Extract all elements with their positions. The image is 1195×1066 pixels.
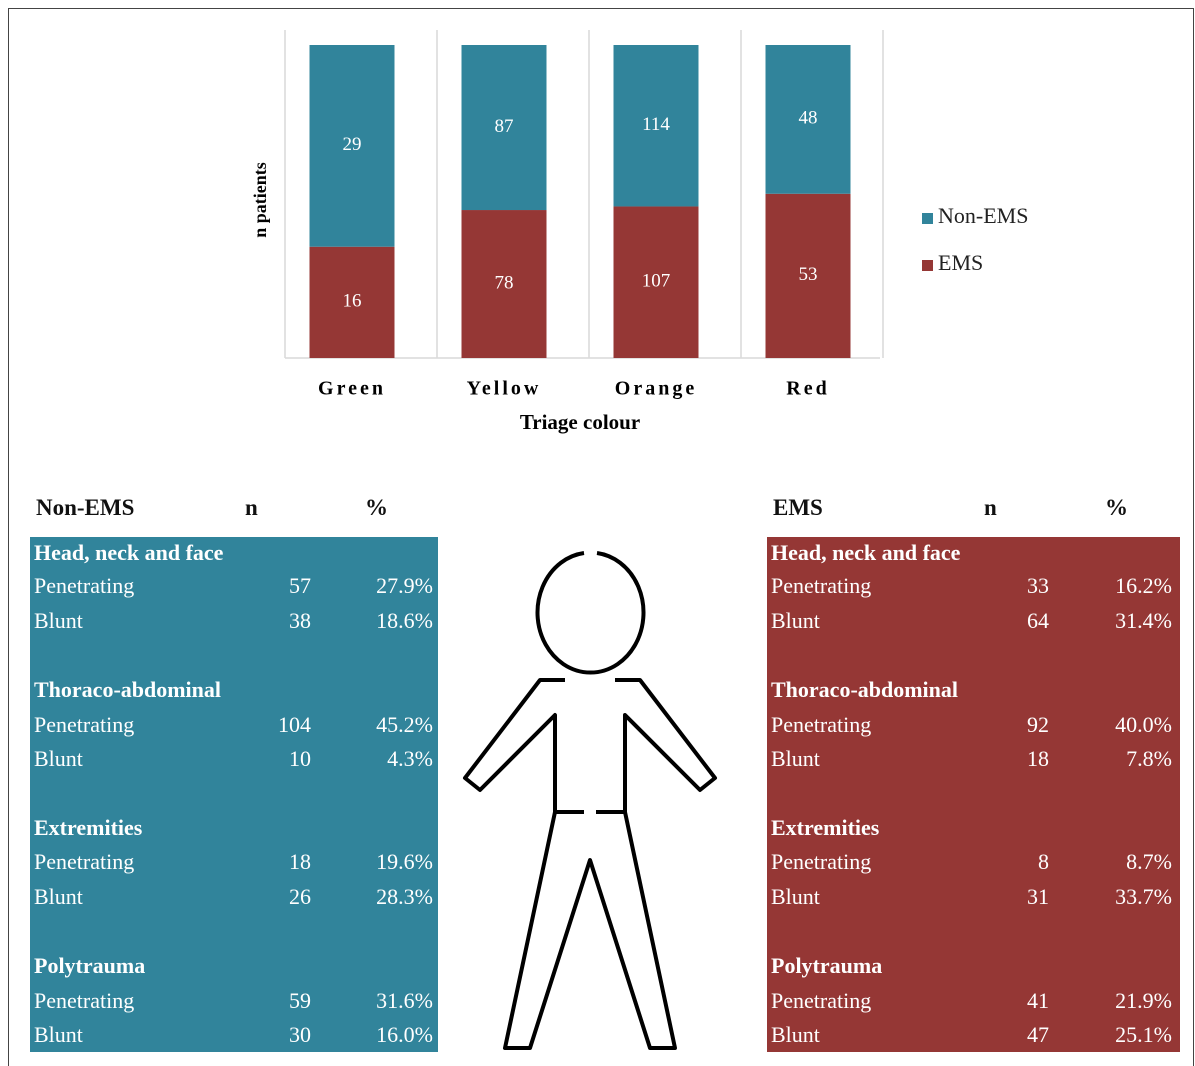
- row-label: Penetrating: [771, 849, 872, 874]
- row-label: Penetrating: [771, 712, 872, 737]
- row-n: 18: [289, 849, 311, 874]
- table-header: n: [984, 495, 997, 520]
- table-header: Non-EMS: [36, 495, 135, 520]
- data-label: 114: [642, 114, 670, 135]
- legend-swatch: [922, 213, 933, 224]
- group-title: Polytrauma: [34, 953, 146, 978]
- data-label: 87: [495, 116, 514, 137]
- row-label: Blunt: [771, 1022, 820, 1047]
- bar-segment: [613, 206, 699, 358]
- row-percent: 18.6%: [376, 608, 433, 633]
- row-percent: 31.6%: [376, 988, 433, 1013]
- bar-segment: [461, 45, 547, 211]
- row-n: 33: [1027, 573, 1049, 598]
- row-label: Penetrating: [771, 988, 872, 1013]
- head: [535, 551, 646, 675]
- row-n: 18: [1027, 746, 1049, 771]
- group-title: Extremities: [34, 815, 143, 840]
- body-figure: [463, 551, 717, 1050]
- group-title: Extremities: [771, 815, 880, 840]
- bar-segment: [765, 45, 851, 194]
- row-n: 41: [1027, 988, 1049, 1013]
- group-title: Thoraco-abdominal: [771, 677, 959, 702]
- table-header: %: [365, 495, 388, 520]
- bar-segment: [613, 45, 699, 207]
- row-n: 8: [1038, 849, 1049, 874]
- row-n: 104: [278, 712, 311, 737]
- row-n: 92: [1027, 712, 1049, 737]
- bar-segment: [309, 246, 395, 358]
- table-background: [30, 537, 438, 1052]
- row-n: 30: [289, 1022, 311, 1047]
- row-label: Blunt: [34, 884, 83, 909]
- frame: [8, 8, 1194, 1066]
- table-header: %: [1105, 495, 1128, 520]
- table-header: n: [245, 495, 258, 520]
- data-label: 16: [343, 291, 362, 312]
- row-n: 47: [1027, 1022, 1049, 1047]
- x-tick-label: Orange: [615, 378, 697, 400]
- table-background: [767, 537, 1180, 1052]
- group-title: Polytrauma: [771, 953, 883, 978]
- row-percent: 27.9%: [376, 573, 433, 598]
- row-label: Penetrating: [771, 573, 872, 598]
- row-percent: 19.6%: [376, 849, 433, 874]
- data-label: 78: [495, 272, 514, 293]
- row-percent: 25.1%: [1115, 1022, 1172, 1047]
- legend-swatch: [922, 260, 933, 271]
- row-percent: 4.3%: [387, 746, 433, 771]
- row-label: Penetrating: [34, 573, 135, 598]
- row-n: 59: [289, 988, 311, 1013]
- row-label: Penetrating: [34, 988, 135, 1013]
- row-percent: 16.2%: [1115, 573, 1172, 598]
- x-tick-label: Green: [318, 378, 386, 400]
- y-axis-label: n patients: [250, 162, 270, 238]
- row-n: 57: [289, 573, 311, 598]
- row-label: Blunt: [771, 608, 820, 633]
- row-percent: 7.8%: [1126, 746, 1172, 771]
- row-label: Blunt: [34, 746, 83, 771]
- data-label: 53: [799, 264, 818, 285]
- row-percent: 16.0%: [376, 1022, 433, 1047]
- row-label: Blunt: [771, 884, 820, 909]
- row-percent: 8.7%: [1126, 849, 1172, 874]
- data-label: 48: [799, 108, 818, 129]
- row-n: 64: [1027, 608, 1049, 633]
- data-label: 107: [642, 271, 671, 292]
- row-n: 10: [289, 746, 311, 771]
- row-percent: 28.3%: [376, 884, 433, 909]
- row-n: 26: [289, 884, 311, 909]
- row-label: Blunt: [34, 1022, 83, 1047]
- row-percent: 21.9%: [1115, 988, 1172, 1013]
- row-label: Blunt: [34, 608, 83, 633]
- bar-segment: [765, 193, 851, 358]
- group-title: Head, neck and face: [34, 540, 224, 565]
- row-label: Blunt: [771, 746, 820, 771]
- group-title: Head, neck and face: [771, 540, 961, 565]
- row-n: 38: [289, 608, 311, 633]
- x-axis-label: Triage colour: [520, 410, 640, 434]
- body-outline: [463, 678, 717, 1050]
- data-label: 29: [343, 134, 362, 155]
- bar-segment: [309, 45, 395, 247]
- group-title: Thoraco-abdominal: [34, 677, 222, 702]
- row-label: Penetrating: [34, 712, 135, 737]
- row-percent: 45.2%: [376, 712, 433, 737]
- row-n: 31: [1027, 884, 1049, 909]
- row-percent: 31.4%: [1115, 608, 1172, 633]
- row-label: Penetrating: [34, 849, 135, 874]
- row-percent: 40.0%: [1115, 712, 1172, 737]
- bar-segment: [461, 210, 547, 358]
- legend-label: Non-EMS: [938, 203, 1028, 228]
- legend-label: EMS: [938, 250, 983, 275]
- table-header: EMS: [773, 495, 823, 520]
- row-percent: 33.7%: [1115, 884, 1172, 909]
- x-tick-label: Red: [786, 378, 829, 400]
- x-tick-label: Yellow: [467, 378, 542, 400]
